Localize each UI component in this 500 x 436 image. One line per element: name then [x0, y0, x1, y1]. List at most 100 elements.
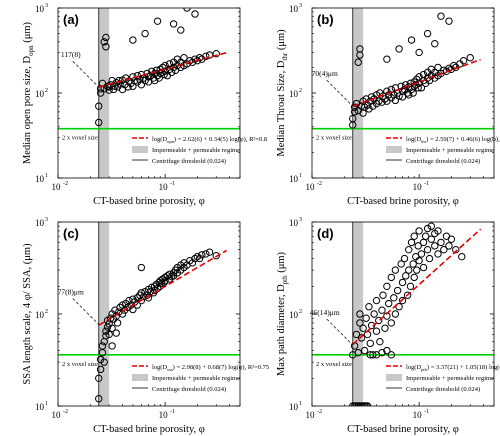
legend-threshold-label: Centrifuge threshold (0.024) [406, 158, 480, 165]
x-axis-label: CT-based brine porosity, φ [347, 424, 459, 435]
data-point [115, 76, 123, 85]
y-tick-label: 10 [289, 402, 299, 412]
data-point [108, 324, 116, 332]
data-point [108, 342, 116, 350]
legend-threshold-label: Centrifuge threshold (0.024) [406, 386, 480, 393]
x-tick-exponent: -1 [424, 409, 429, 415]
data-point [405, 245, 413, 254]
data-point [423, 29, 432, 38]
data-point [417, 250, 426, 258]
annotation-label: 117(8) [61, 50, 81, 59]
data-point [387, 273, 396, 282]
data-point [136, 75, 144, 83]
data-point [402, 272, 410, 280]
y-tick-exponent: 2 [45, 309, 48, 315]
data-point [129, 36, 137, 44]
data-point [395, 92, 403, 100]
data-point [95, 118, 103, 127]
data-point [102, 43, 110, 51]
data-point [431, 242, 439, 250]
annotation-leader [326, 318, 353, 346]
data-point [410, 232, 418, 240]
y-tick-exponent: 1 [299, 401, 302, 407]
data-point [375, 316, 383, 325]
x-tick-exponent: -2 [317, 181, 322, 187]
data-point [385, 299, 393, 308]
data-point [407, 238, 416, 247]
x-axis-label: CT-based brine porosity, φ [93, 424, 205, 435]
chart-panel-4: 10 110 210 310 -2 10 -1CT-based brine porosity… [276, 217, 500, 435]
data-point [95, 374, 103, 383]
y-axis-label: Max path diameter, Dpth (μm) [276, 251, 289, 376]
data-point [406, 282, 415, 291]
data-point [397, 260, 405, 268]
fit-line [98, 249, 228, 326]
data-point [378, 348, 386, 357]
legend-shade-label: Impermeable + permeable regime [152, 147, 240, 154]
data-point [413, 266, 421, 274]
y-axis-label: Median Throat Size, Dthr (μm) [276, 29, 289, 157]
data-point [434, 250, 442, 258]
data-point [466, 54, 474, 62]
data-point [407, 36, 416, 44]
data-point [356, 310, 364, 318]
chart-panel-2: 10 110 210 310 -2 10 -1CT-based brine porosity… [276, 3, 500, 207]
data-point [153, 17, 162, 25]
panel-label: (d) [317, 226, 334, 241]
data-point [414, 84, 422, 92]
x-axis-label: CT-based brine porosity, φ [93, 196, 205, 207]
data-point [195, 254, 204, 263]
data-point [359, 324, 367, 332]
y-tick-label: 10 [35, 310, 45, 320]
data-point [398, 278, 407, 287]
data-point [105, 86, 113, 94]
data-point [370, 310, 378, 318]
y-tick-exponent: 2 [45, 88, 48, 94]
data-point [96, 89, 105, 97]
data-point [205, 248, 214, 256]
data-point [387, 319, 396, 327]
annotation-label: 70(4)μm [312, 69, 338, 78]
data-point [391, 96, 400, 105]
data-point [390, 294, 398, 302]
legend: log(Dopn) = 2.62(6) + 0.34(5) log(φ), R²… [132, 136, 267, 165]
data-point [405, 266, 413, 274]
x-tick-exponent: -1 [170, 409, 175, 415]
data-point [383, 346, 391, 355]
data-point [125, 77, 133, 85]
data-point [349, 114, 357, 123]
data-point [366, 339, 374, 348]
x-tick-exponent: -1 [424, 181, 429, 187]
data-point [378, 306, 386, 314]
x-tick-label: 10 [306, 410, 316, 420]
data-point [180, 54, 188, 62]
annotation-leader [72, 298, 99, 325]
x-tick-label: 10 [52, 182, 62, 192]
data-point [202, 250, 210, 258]
annotation-label: 77(8)μm [58, 287, 84, 296]
legend-fit-label: log(Dssa) = 2.98(8) + 0.68(7) log(φ), R²… [152, 364, 269, 372]
data-point [415, 73, 423, 81]
data-point [415, 227, 423, 235]
data-point [193, 252, 202, 261]
data-point [212, 252, 220, 260]
data-point [129, 305, 137, 314]
plot-area [312, 8, 494, 178]
x-tick-exponent: -2 [63, 409, 68, 415]
data-point [391, 266, 400, 274]
data-point [161, 277, 169, 285]
data-point [365, 303, 373, 311]
y-tick-label: 10 [289, 4, 299, 14]
data-point [354, 348, 362, 357]
fit-line [98, 51, 227, 88]
y-tick-exponent: 1 [45, 173, 48, 179]
data-point [447, 235, 456, 243]
data-point [95, 395, 103, 403]
data-point [96, 365, 105, 374]
data-point [363, 330, 372, 339]
data-point [144, 73, 153, 81]
data-point [409, 260, 417, 268]
data-point [212, 49, 220, 58]
y-tick-label: 10 [289, 174, 299, 184]
